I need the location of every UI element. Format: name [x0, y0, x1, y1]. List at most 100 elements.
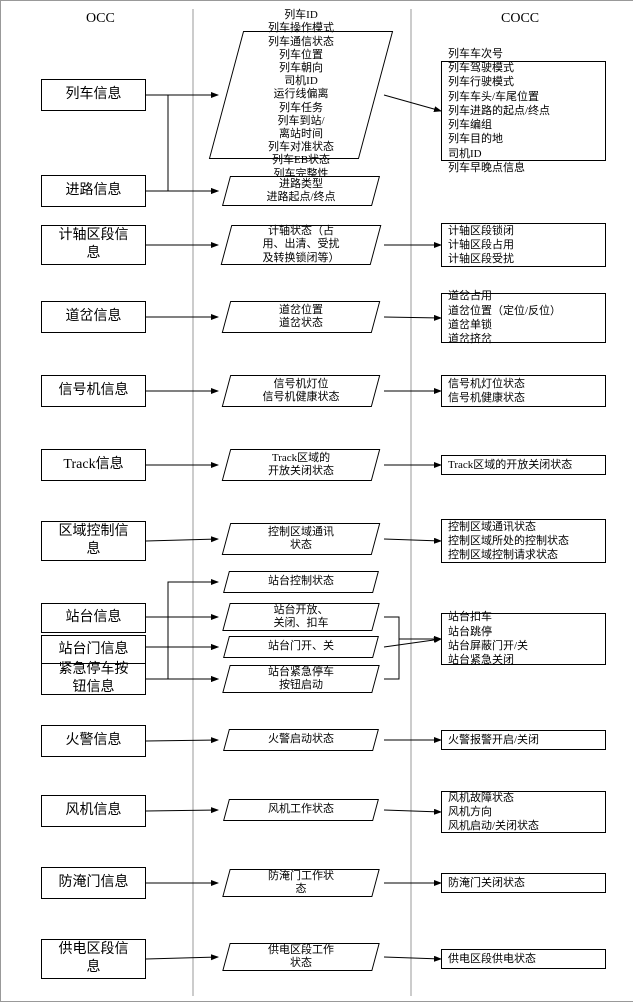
occ-box: 道岔信息: [41, 301, 146, 333]
text-line: 列车编组: [448, 118, 492, 132]
text-line: 关闭、扣车: [274, 617, 329, 630]
text-line: 司机ID: [448, 147, 482, 161]
text-line: 列车任务: [279, 102, 323, 115]
occ-box: 紧急停车按钮信息: [41, 663, 146, 695]
text-line: 站台门开、关: [268, 640, 334, 653]
text-line: 离站时间: [279, 128, 323, 141]
text-line: 防淹门关闭状态: [448, 876, 525, 890]
mid-parallelogram: 火警启动状态: [223, 729, 379, 751]
cocc-box: Track区域的开放关闭状态: [441, 455, 606, 475]
mid-parallelogram: 计轴状态（占用、出清、受扰及转换锁闭等）: [221, 225, 382, 265]
text-line: 站台紧急停车: [268, 666, 334, 679]
text-line: 风机启动/关闭状态: [448, 819, 539, 833]
text-line: 防淹门信息: [59, 874, 129, 892]
text-line: 进路起点/终点: [266, 191, 335, 204]
text-line: 计轴区段受扰: [448, 252, 514, 266]
text-line: 计轴状态（占: [268, 225, 334, 238]
occ-header: OCC: [86, 11, 115, 27]
occ-box: 供电区段信息: [41, 939, 146, 979]
occ-box: 防淹门信息: [41, 867, 146, 899]
text-line: 状态: [290, 957, 312, 970]
text-line: 息: [87, 959, 101, 977]
text-line: 列车朝向: [279, 62, 323, 75]
occ-box: Track信息: [41, 449, 146, 481]
text-line: 列车信息: [66, 86, 122, 104]
text-line: 风机工作状态: [268, 803, 334, 816]
cocc-box: 道岔占用道岔位置（定位/反位）道岔单锁道岔挤岔: [441, 293, 606, 343]
cocc-box: 计轴区段锁闭计轴区段占用计轴区段受扰: [441, 223, 606, 267]
text-line: 控制区域通讯状态: [448, 520, 536, 534]
mid-parallelogram: 站台门开、关: [223, 636, 379, 658]
cocc-header: COCC: [501, 11, 539, 27]
text-line: Track信息: [63, 456, 123, 474]
mid-parallelogram: 站台紧急停车按钮启动: [222, 665, 380, 693]
text-line: 站台控制状态: [268, 575, 334, 588]
occ-box: 信号机信息: [41, 375, 146, 407]
text-line: 站台信息: [66, 609, 122, 627]
text-line: 列车驾驶模式: [448, 61, 514, 75]
text-line: Track区域的开放关闭状态: [448, 458, 572, 472]
text-line: 道岔挤岔: [448, 332, 492, 346]
text-line: 息: [87, 245, 101, 263]
text-line: 开放关闭状态: [268, 465, 334, 478]
text-line: 道岔占用: [448, 289, 492, 303]
cocc-box: 火警报警开启/关闭: [441, 730, 606, 750]
text-line: 列车目的地: [448, 132, 503, 146]
text-line: 列车行驶模式: [448, 75, 514, 89]
text-line: 及转换锁闭等）: [263, 252, 340, 265]
cocc-box: 防淹门关闭状态: [441, 873, 606, 893]
mid-parallelogram: 供电区段工作状态: [222, 943, 380, 971]
text-line: 列车ID: [284, 9, 318, 22]
cocc-box: 列车车次号列车驾驶模式列车行驶模式列车车头/车尾位置列车进路的起点/终点列车编组…: [441, 61, 606, 161]
cocc-box: 站台扣车站台跳停站台屏蔽门开/关站台紧急关闭: [441, 613, 606, 665]
cocc-box: 风机故障状态风机方向风机启动/关闭状态: [441, 791, 606, 833]
text-line: 列车到站/: [277, 115, 324, 128]
mid-parallelogram: 风机工作状态: [223, 799, 379, 821]
mid-parallelogram: 列车ID列车操作模式列车通信状态列车位置列车朝向司机ID运行线偏离列车任务列车到…: [209, 31, 393, 159]
text-line: 进路类型: [279, 178, 323, 191]
text-line: 列车位置: [279, 49, 323, 62]
text-line: 控制区域通讯: [268, 526, 334, 539]
text-line: Track区域的: [272, 452, 330, 465]
text-line: 道岔状态: [279, 317, 323, 330]
text-line: 风机故障状态: [448, 791, 514, 805]
cocc-box: 控制区域通讯状态控制区域所处的控制状态控制区域控制请求状态: [441, 519, 606, 563]
occ-box: 计轴区段信息: [41, 225, 146, 265]
text-line: 道岔位置: [279, 304, 323, 317]
text-line: 道岔单锁: [448, 318, 492, 332]
text-line: 区域控制信: [59, 523, 129, 541]
text-line: 列车操作模式: [268, 22, 334, 35]
text-line: 钮信息: [73, 679, 115, 697]
text-line: 防淹门工作状: [268, 870, 334, 883]
text-line: 列车通信状态: [268, 36, 334, 49]
occ-box: 进路信息: [41, 175, 146, 207]
text-line: 计轴区段信: [59, 227, 129, 245]
text-line: 信号机灯位状态: [448, 377, 525, 391]
mid-parallelogram: 站台开放、关闭、扣车: [222, 603, 380, 631]
mid-parallelogram: 站台控制状态: [223, 571, 379, 593]
text-line: 站台扣车: [448, 610, 492, 624]
text-line: 供电区段供电状态: [448, 952, 536, 966]
text-line: 站台跳停: [448, 625, 492, 639]
text-line: 信号机信息: [59, 382, 129, 400]
text-line: 信号机健康状态: [448, 391, 525, 405]
text-line: 供电区段工作: [268, 944, 334, 957]
text-line: 列车对准状态: [268, 141, 334, 154]
text-line: 列车EB状态: [272, 154, 330, 167]
text-line: 道岔位置（定位/反位）: [448, 304, 561, 318]
text-line: 列车进路的起点/终点: [448, 104, 550, 118]
text-line: 火警信息: [66, 732, 122, 750]
text-line: 供电区段信: [59, 941, 129, 959]
text-line: 运行线偏离: [274, 88, 329, 101]
cocc-box: 供电区段供电状态: [441, 949, 606, 969]
text-line: 风机信息: [66, 802, 122, 820]
mid-parallelogram: Track区域的开放关闭状态: [222, 449, 381, 481]
text-line: 控制区域所处的控制状态: [448, 534, 569, 548]
occ-box: 站台信息: [41, 603, 146, 633]
text-line: 列车车头/车尾位置: [448, 90, 539, 104]
text-line: 站台开放、: [274, 604, 329, 617]
text-line: 站台门信息: [59, 641, 129, 659]
mid-parallelogram: 进路类型进路起点/终点: [222, 176, 380, 206]
text-line: 信号机灯位: [274, 378, 329, 391]
occ-box: 列车信息: [41, 79, 146, 111]
